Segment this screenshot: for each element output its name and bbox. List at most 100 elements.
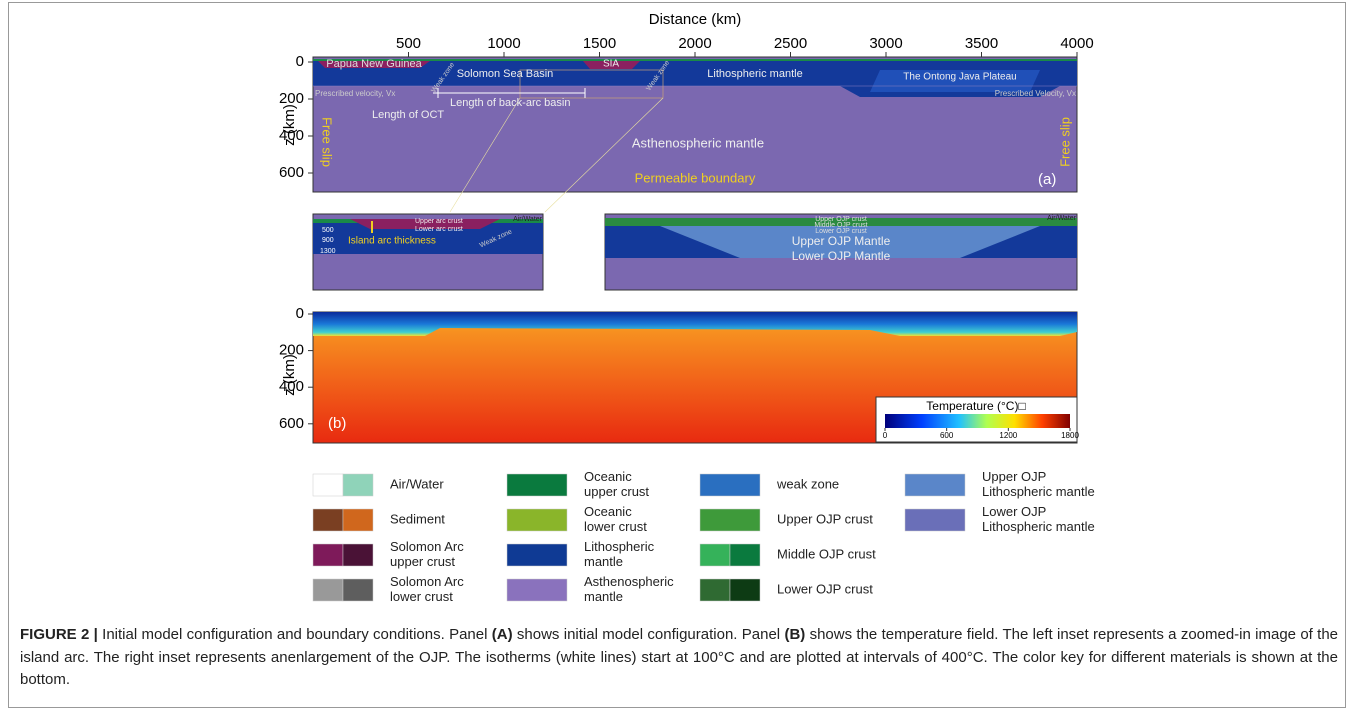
length-label: Length of OCT [372,109,444,121]
isotherm-label: 500 [322,227,334,234]
y-tick-label: 400 [279,127,304,144]
inset-label: Air/Water [1047,215,1077,222]
region-label: The Ontong Java Plateau [903,72,1016,83]
legend-swatch [700,579,730,601]
x-tick-label: 500 [396,35,421,52]
colorbar [885,414,1070,428]
region-label: Solomon Sea Basin [457,68,554,80]
legend-label: lower crust [390,589,453,604]
x-tick-label: 2000 [678,35,711,52]
legend-swatch [700,509,760,531]
region-label: SIA [603,59,619,70]
region-label: Papua New Guinea [326,58,422,70]
legend-label: lower crust [584,519,647,534]
inset-label: Upper OJP Mantle [792,234,891,248]
legend-swatch [507,474,567,496]
y-tick-label: 200 [279,342,304,359]
x-axis-label: Distance (km) [649,11,742,28]
colorbar-tick-label: 1800 [1061,431,1079,440]
legend-label: Air/Water [390,476,444,491]
inset-label: Upper arc crust [415,218,463,225]
legend-swatch [700,544,730,566]
legend-label: Upper OJP [982,469,1046,484]
caption-text: shows initial model configuration. Panel [513,626,785,643]
caption-text: Initial model configuration and boundary… [98,626,492,643]
legend: Air/WaterSedimentSolomon Arcupper crustS… [313,469,1095,604]
legend-label: Solomon Arc [390,539,464,554]
legend-swatch [313,579,343,601]
figure: Distance (km) z (km) Papua New Guinea So… [0,0,1356,620]
boundary-label: Free slip [320,117,335,167]
isotherm-label: 900 [322,237,334,244]
caption-text: (B) [784,626,805,643]
legend-label: Lithospheric mantle [982,519,1095,534]
x-tick-label: 3500 [965,35,998,52]
legend-swatch [313,509,343,531]
boundary-label: Permeable boundary [635,170,756,185]
legend-swatch [730,579,760,601]
legend-label: Lithospheric [584,539,655,554]
x-tick-label: 4000 [1060,35,1093,52]
boundary-label: Prescribed Velocity, Vx [995,89,1076,98]
colorbar-tick-label: 1200 [999,431,1017,440]
x-tick-label: 1000 [487,35,520,52]
legend-swatch [507,579,567,601]
region-label: Lithospheric mantle [707,68,802,80]
isotherm-label: 1300 [320,248,336,255]
boundary-label: Free slip [1057,117,1072,167]
legend-label: Asthenospheric [584,574,674,589]
colorbar-tick-label: 600 [940,431,954,440]
panel-tag: (b) [328,415,346,432]
legend-swatch [507,509,567,531]
legend-swatch [343,474,373,496]
inset-label: Air/Water [513,216,543,223]
inset-label: Island arc thickness [348,236,436,247]
length-label: Length of back-arc basin [450,97,570,109]
legend-label: Sediment [390,511,445,526]
x-tick-label: 2500 [774,35,807,52]
legend-swatch [700,474,760,496]
region-label: Asthenospheric mantle [632,135,764,150]
legend-label: Lithospheric mantle [982,484,1095,499]
boundary-label: Prescribed velocity, Vx [315,89,395,98]
caption-text: (A) [492,626,513,643]
legend-label: weak zone [776,476,839,491]
legend-swatch [313,544,343,566]
legend-swatch [507,544,567,566]
y-tick-label: 600 [279,164,304,181]
panel-tag: (a) [1038,171,1056,188]
page: {"panel_a": {"x_label": "Distance (km)",… [0,0,1356,720]
legend-swatch [343,509,373,531]
y-tick-label: 600 [279,415,304,432]
colorbar-tick-label: 0 [883,431,888,440]
y-tick-label: 200 [279,90,304,107]
y-tick-label: 0 [296,53,304,70]
legend-label: upper crust [390,554,455,569]
legend-swatch [313,474,343,496]
inset-label: Lower OJP Mantle [792,249,891,263]
legend-label: Oceanic [584,504,632,519]
colorbar-title: Temperature (°C)□ [926,399,1025,413]
crust [313,59,1077,61]
caption: FIGURE 2 | Initial model configuration a… [20,624,1338,692]
legend-label: mantle [584,554,623,569]
legend-swatch [905,474,965,496]
x-tick-label: 1500 [583,35,616,52]
legend-label: Middle OJP crust [777,546,876,561]
legend-label: Solomon Arc [390,574,464,589]
legend-label: Lower OJP [982,504,1046,519]
caption-text: FIGURE 2 | [20,626,98,643]
x-tick-label: 3000 [869,35,902,52]
legend-label: Lower OJP crust [777,581,873,596]
legend-swatch [343,544,373,566]
legend-swatch [905,509,965,531]
inset-label: Lower arc crust [415,226,463,233]
legend-swatch [730,544,760,566]
legend-label: Oceanic [584,469,632,484]
legend-label: mantle [584,589,623,604]
legend-swatch [343,579,373,601]
legend-label: Upper OJP crust [777,511,873,526]
y-tick-label: 400 [279,378,304,395]
y-tick-label: 0 [296,305,304,322]
legend-label: upper crust [584,484,649,499]
